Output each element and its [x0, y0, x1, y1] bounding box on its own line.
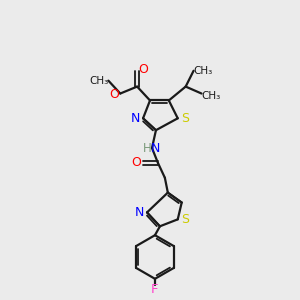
Text: S: S — [181, 112, 189, 125]
Text: CH₃: CH₃ — [90, 76, 109, 85]
Text: O: O — [110, 88, 119, 101]
Text: O: O — [131, 156, 141, 170]
Text: F: F — [151, 283, 159, 296]
Text: O: O — [138, 63, 148, 76]
Text: CH₃: CH₃ — [202, 91, 221, 100]
Text: N: N — [130, 112, 140, 125]
Text: S: S — [181, 213, 189, 226]
Text: H: H — [143, 142, 152, 154]
Text: N: N — [134, 206, 144, 219]
Text: N: N — [150, 142, 160, 154]
Text: CH₃: CH₃ — [194, 66, 213, 76]
